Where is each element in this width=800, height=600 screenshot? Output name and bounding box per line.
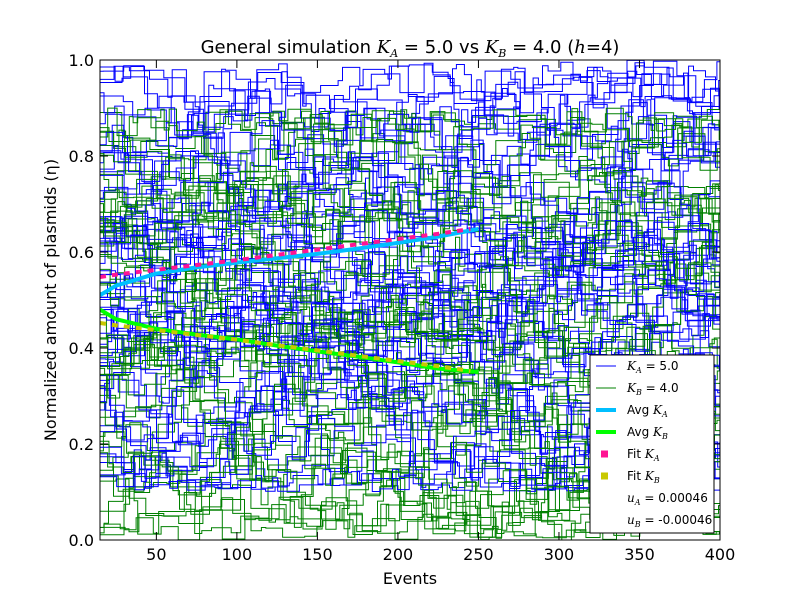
y-tick-label: 0.2 (69, 435, 94, 454)
kb-trace-45 (100, 143, 720, 223)
y-tick-label: 0.6 (69, 243, 94, 262)
ka-trace-45 (100, 176, 720, 404)
kb-trace-39 (100, 107, 720, 167)
ka-trace-48 (100, 263, 720, 381)
x-tick-label: 350 (624, 545, 655, 564)
ka-trace-53 (100, 66, 720, 322)
x-tick-label: 250 (463, 545, 494, 564)
legend-label-6: uA = 0.00046 (627, 491, 708, 507)
kb-trace-57 (100, 108, 720, 213)
kb-trace-50 (100, 107, 720, 384)
ka-trace-51 (100, 66, 720, 321)
ka-trace-38 (100, 242, 720, 491)
legend-label-1: KB = 4.0 (626, 381, 679, 397)
x-tick-label: 50 (146, 545, 166, 564)
legend-label-0: KA = 5.0 (626, 359, 679, 375)
fit-k_a-line (100, 227, 471, 279)
ka-trace-56 (100, 295, 720, 464)
avg-k_a-line (100, 227, 479, 297)
kb-trace-34 (100, 110, 720, 245)
ka-trace-59 (100, 65, 720, 443)
legend-marker-4 (601, 450, 608, 458)
legend-label-2: Avg KA (627, 403, 668, 419)
kb-trace-47 (100, 114, 720, 268)
average-and-fit-series (100, 227, 479, 374)
chart-legend: KA = 5.0 KB = 4.0 Avg KA Avg KB Fit KA Fit KB… (589, 354, 715, 534)
ka-trace-49 (100, 180, 720, 460)
plot-frame (99, 59, 721, 541)
kb-trace-58 (100, 111, 720, 275)
ka-trace-57 (100, 112, 720, 190)
legend-marker-5 (601, 472, 608, 480)
y-axis-label: Normalized amount of plasmids (η) (41, 159, 60, 441)
legend-label-5: Fit KB (627, 469, 660, 485)
y-tick-label: 0.4 (69, 339, 94, 358)
ka-trace-55 (100, 156, 720, 319)
y-tick-label: 0.0 (69, 531, 94, 550)
ka-trace-17 (100, 65, 720, 192)
y-tick-label: 0.8 (69, 147, 94, 166)
ka-trace-46 (100, 182, 720, 367)
x-tick-label: 100 (222, 545, 253, 564)
ka-trace-58 (100, 231, 720, 379)
fit-k_b-line (100, 321, 471, 373)
x-tick-label: 300 (544, 545, 575, 564)
chart-title: General simulation KA = 5.0 vs KB = 4.0 … (201, 37, 620, 60)
x-tick-label: 200 (383, 545, 414, 564)
legend-label-7: uB = -0.00046 (627, 513, 712, 529)
kb-trace-52 (100, 108, 720, 226)
kb-trace-40 (100, 310, 720, 536)
y-tick-label: 1.0 (69, 51, 94, 70)
ka-trace-33 (100, 132, 720, 329)
kb-trace-12 (100, 109, 720, 195)
x-tick-label: 400 (705, 545, 736, 564)
kb-trace-35 (100, 151, 720, 295)
legend-label-3: Avg KB (627, 425, 668, 441)
kb-trace-59 (100, 118, 720, 348)
legend-box (589, 354, 715, 534)
ka-trace-42 (100, 91, 720, 261)
ka-trace-52 (100, 198, 720, 354)
x-tick-label: 150 (302, 545, 333, 564)
ka-trace-22 (100, 215, 720, 329)
x-axis-label: Events (383, 569, 437, 588)
axis-ticks: 50 100 150 200 250 300 350 400 0.0 0.2 0.4 0.6 0.8 1.… (69, 51, 736, 564)
legend-label-4: Fit KA (627, 447, 660, 463)
kb-trace-10 (100, 111, 720, 281)
